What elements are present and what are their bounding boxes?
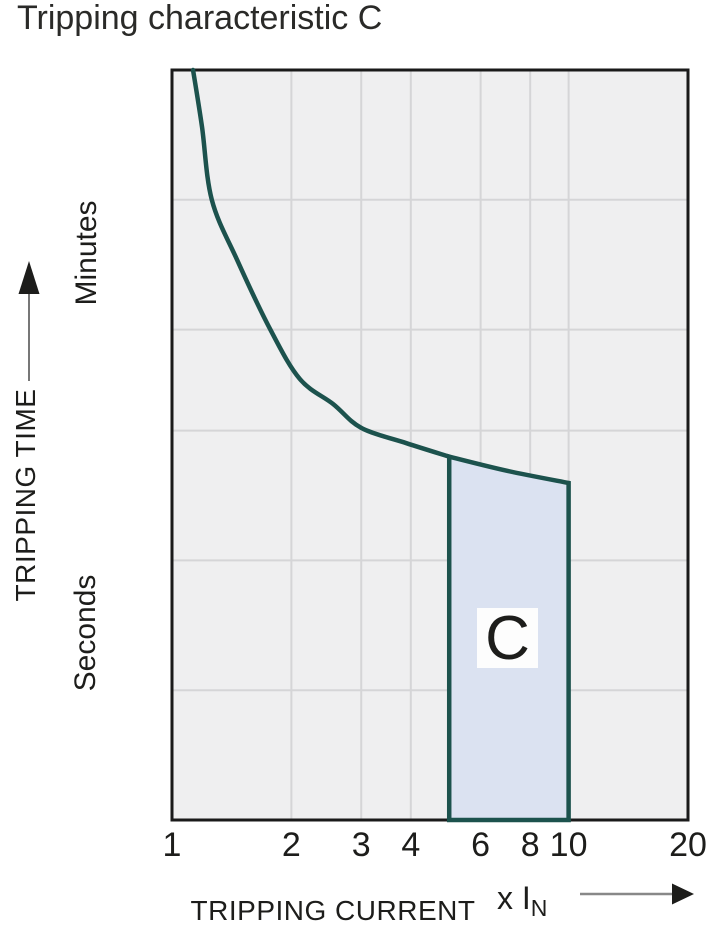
x-axis-unit-prefix: x I (497, 880, 531, 916)
x-tick-label: 20 (669, 826, 707, 864)
x-tick-label: 6 (471, 826, 491, 864)
plot-frame (170, 68, 690, 822)
x-tick-label: 4 (401, 826, 421, 864)
region-label-box: C (477, 604, 538, 673)
y-axis-unit-minutes: Minutes (70, 200, 103, 306)
x-axis-arrow-right-icon (672, 883, 694, 905)
x-tick-label: 1 (162, 826, 182, 864)
x-tick-label: 10 (549, 826, 588, 864)
y-axis-title: TRIPPING TIME (10, 388, 41, 602)
x-tick-label: 2 (281, 826, 301, 864)
region-label: C (485, 603, 530, 673)
chart-title: Tripping characteristic C (17, 0, 383, 37)
plot-area (172, 70, 688, 820)
x-axis-unit: x IN (497, 880, 547, 922)
x-axis-title: TRIPPING CURRENT (190, 895, 476, 926)
tripping-curve (190, 67, 452, 459)
y-axis-arrow-up-icon (18, 261, 40, 294)
x-tick-label: 8 (520, 826, 540, 864)
x-tick-label: 3 (351, 826, 371, 864)
y-axis-unit-seconds: Seconds (69, 574, 102, 692)
x-axis-unit-subscript: N (530, 895, 548, 921)
